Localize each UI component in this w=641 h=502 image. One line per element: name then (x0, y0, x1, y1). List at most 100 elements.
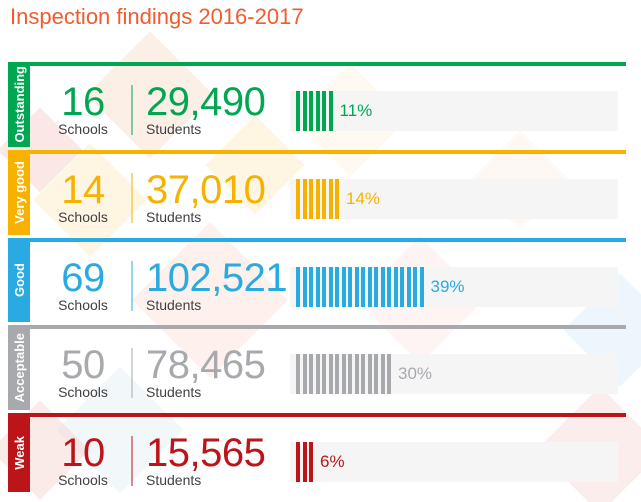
rating-label: Outstanding (11, 66, 27, 143)
students-count: 78,465 (146, 343, 266, 387)
students-count: 37,010 (146, 168, 266, 212)
tally-bar (335, 267, 339, 307)
tally-bar (361, 267, 365, 307)
tally-bar (406, 267, 411, 307)
tally-track: 6% (290, 442, 618, 482)
rating-row: Outstanding 16 Schools 29,490 Students 1… (0, 62, 641, 150)
stat-divider (131, 261, 133, 311)
tally-bar (328, 179, 333, 219)
tally-bar (315, 91, 320, 131)
rating-band: Good (8, 238, 30, 322)
students-caption: Students (146, 121, 202, 137)
students-caption: Students (146, 297, 202, 313)
tally-bar (315, 267, 320, 307)
tally-bar (302, 354, 307, 394)
tally-bar (341, 354, 346, 394)
stat-divider (131, 348, 133, 398)
tally-bars (296, 442, 313, 482)
students-caption: Students (146, 384, 202, 400)
tally-track: 39% (290, 267, 618, 307)
tally-bar (374, 354, 378, 394)
rating-band: Acceptable (8, 325, 30, 410)
percent-label: 6% (320, 452, 345, 471)
students-count: 102,521 (146, 256, 288, 300)
tally-bar (322, 179, 326, 219)
schools-count: 50 (61, 343, 105, 387)
schools-caption: Schools (58, 121, 108, 137)
schools-count: 14 (61, 168, 105, 212)
rating-band: Very good (8, 150, 30, 235)
rating-row: Acceptable 50 Schools 78,465 Students 30… (0, 325, 641, 413)
tally-bar (309, 354, 313, 394)
percent-label: 11% (339, 101, 373, 120)
tally-bar (302, 179, 307, 219)
schools-caption: Schools (58, 297, 108, 313)
tally-bar (296, 442, 300, 482)
rating-row: Good 69 Schools 102,521 Students 39% (0, 238, 641, 325)
tally-bar (302, 91, 307, 131)
students-count: 15,565 (146, 431, 266, 475)
tally-bar (309, 267, 313, 307)
stat-divider (131, 85, 133, 135)
tally-bar (393, 267, 398, 307)
tally-bar (348, 267, 352, 307)
tally-bar (309, 91, 313, 131)
tally-bars (296, 91, 333, 131)
stat-divider (131, 173, 133, 223)
tally-bar (315, 354, 320, 394)
tally-track: 14% (290, 179, 618, 219)
tally-bar (296, 354, 300, 394)
tally-bar (309, 442, 313, 482)
tally-bar (296, 267, 300, 307)
students-count: 29,490 (146, 80, 266, 124)
tally-bar (309, 179, 313, 219)
rating-label: Very good (11, 161, 27, 224)
tally-bar (296, 91, 300, 131)
rating-band: Outstanding (8, 62, 30, 147)
tally-bar (328, 267, 333, 307)
schools-count: 16 (61, 80, 105, 124)
tally-bar (322, 91, 326, 131)
row-top-line (8, 325, 626, 329)
rating-row: Very good 14 Schools 37,010 Students 14% (0, 150, 641, 238)
schools-caption: Schools (58, 472, 108, 488)
tally-bar (348, 354, 352, 394)
tally-bar (413, 267, 417, 307)
tally-bar (302, 442, 307, 482)
page-title: Inspection findings 2016-2017 (10, 4, 304, 29)
tally-bar (387, 267, 391, 307)
schools-caption: Schools (58, 209, 108, 225)
row-top-line (8, 238, 626, 242)
tally-bars (296, 179, 339, 219)
schools-count: 10 (61, 431, 105, 475)
tally-bar (315, 179, 320, 219)
tally-bar (419, 267, 424, 307)
tally-bar (322, 354, 326, 394)
percent-label: 39% (430, 277, 465, 296)
tally-bar (335, 354, 339, 394)
rating-band: Weak (8, 413, 30, 492)
row-top-line (8, 150, 626, 154)
percent-label: 14% (346, 189, 381, 208)
schools-caption: Schools (58, 384, 108, 400)
tally-bar (361, 354, 365, 394)
schools-count: 69 (61, 256, 105, 300)
rating-label: Acceptable (11, 332, 27, 403)
tally-bar (341, 267, 346, 307)
tally-bar (380, 354, 385, 394)
tally-bar (328, 354, 333, 394)
tally-bar (367, 267, 372, 307)
tally-bar (322, 267, 326, 307)
tally-bars (296, 267, 424, 307)
tally-bar (387, 354, 391, 394)
tally-track: 30% (290, 354, 618, 394)
tally-bar (296, 179, 300, 219)
rating-label: Good (11, 263, 27, 297)
tally-bar (380, 267, 385, 307)
rating-row: Weak 10 Schools 15,565 Students 6% (0, 413, 641, 502)
tally-bar (367, 354, 372, 394)
students-caption: Students (146, 472, 202, 488)
tally-track: 11% (290, 91, 618, 131)
tally-bar (400, 267, 404, 307)
rating-label: Weak (11, 435, 27, 470)
